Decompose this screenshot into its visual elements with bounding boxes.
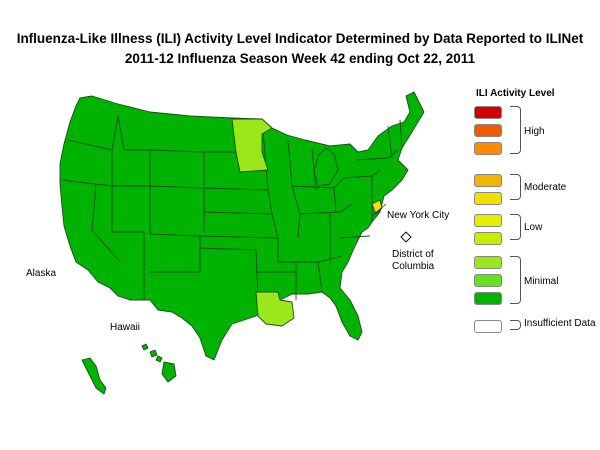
bracket-moderate [510, 174, 521, 200]
legend-minimal: Minimal [524, 276, 559, 287]
legend-swatch-level-5 [474, 214, 502, 227]
label-alaska: Alaska [26, 268, 56, 279]
dc-marker [400, 231, 412, 243]
legend: ILI Activity Level High Moderate Low Min… [468, 88, 600, 338]
legend-swatch-level-3 [474, 256, 502, 269]
legend-swatch-level-9 [474, 124, 502, 137]
label-nyc: New York City [387, 210, 449, 221]
nyc-region [371, 199, 383, 215]
state-minnesota [231, 118, 273, 173]
label-dc-1: District of [392, 249, 434, 260]
map-title: Influenza-Like Illness (ILI) Activity Le… [16, 31, 584, 46]
nyc-leader [371, 203, 387, 217]
map-subtitle: 2011-12 Influenza Season Week 42 ending … [124, 51, 476, 66]
state-louisiana [255, 291, 295, 327]
label-hawaii: Hawaii [110, 322, 140, 333]
legend-swatch-level-0 [474, 320, 502, 333]
legend-swatch-level-8 [474, 142, 502, 155]
us-map: Alaska Hawaii New York City District of … [26, 91, 449, 395]
legend-swatch-level-6 [474, 192, 502, 205]
legend-swatch-level-1 [474, 292, 502, 305]
label-dc-2: Columbia [392, 261, 435, 272]
legend-swatch-level-7 [474, 174, 502, 187]
state-hawaii [141, 343, 177, 383]
bracket-minimal [510, 256, 521, 304]
legend-title: ILI Activity Level [476, 88, 555, 99]
legend-swatch-level-4 [474, 232, 502, 245]
state-alaska [81, 357, 107, 395]
legend-moderate: Moderate [524, 182, 567, 193]
bracket-insufficient [510, 320, 521, 330]
legend-swatch-level-10 [474, 106, 502, 119]
legend-low: Low [524, 222, 543, 233]
michigan-lower [313, 147, 339, 187]
legend-swatch-level-2 [474, 274, 502, 287]
legend-high: High [524, 126, 545, 137]
bracket-low [510, 214, 521, 240]
bracket-high [510, 106, 521, 154]
legend-insufficient: Insufficient Data [524, 318, 596, 329]
